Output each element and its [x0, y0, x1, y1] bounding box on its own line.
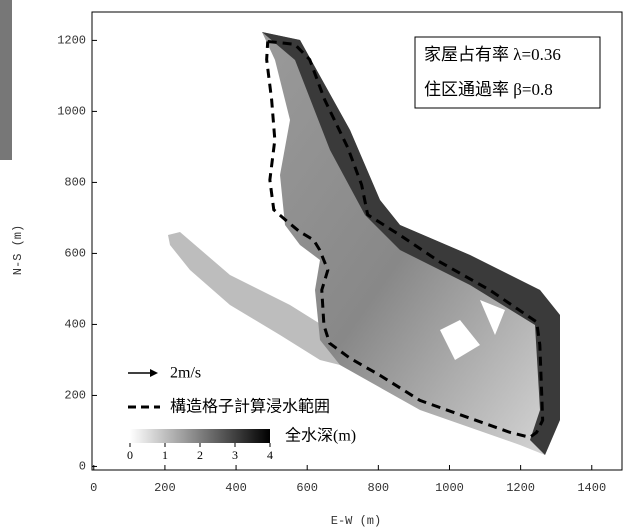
legend-label: 2m/s: [170, 365, 201, 382]
colorbar-tick-label: 3: [232, 448, 238, 462]
colorbar-label: 全水深(m): [285, 427, 356, 445]
legend-arrow-head: [150, 369, 158, 377]
x-tick-label: 200: [154, 481, 176, 495]
x-axis-label: E-W (m): [331, 514, 381, 528]
x-tick-label: 800: [368, 481, 390, 495]
y-tick-label: 1200: [57, 34, 86, 48]
y-tick-label: 600: [64, 247, 86, 261]
x-tick-label: 1400: [577, 481, 606, 495]
legend-label: 構造格子計算浸水範囲: [170, 397, 330, 416]
y-tick-label: 200: [64, 389, 86, 403]
y-tick-label: 400: [64, 318, 86, 332]
x-tick-label: 1200: [506, 481, 535, 495]
y-tick-label: 0: [79, 460, 86, 474]
y-tick-label: 1000: [57, 105, 86, 119]
x-tick-label: 400: [225, 481, 247, 495]
annotation: 家屋占有率 λ=0.36: [424, 45, 561, 64]
y-axis-label: N-S (m): [11, 225, 25, 275]
cropped-image: [0, 0, 12, 160]
colorbar-tick-label: 0: [127, 448, 133, 462]
annotation: 住区通過率 β=0.8: [424, 80, 553, 99]
x-tick-label: 0: [90, 481, 97, 495]
colorbar-tick-label: 1: [162, 448, 168, 462]
y-tick-label: 800: [64, 176, 86, 190]
colorbar-tick-label: 4: [267, 448, 273, 462]
colorbar: [130, 429, 270, 443]
colorbar-tick-label: 2: [197, 448, 203, 462]
x-tick-label: 1000: [435, 481, 464, 495]
x-tick-label: 600: [296, 481, 318, 495]
chart: 家屋占有率 λ=0.36 住区通過率 β=0.8 2m/s 構造格子計算浸水範囲…: [0, 0, 626, 529]
